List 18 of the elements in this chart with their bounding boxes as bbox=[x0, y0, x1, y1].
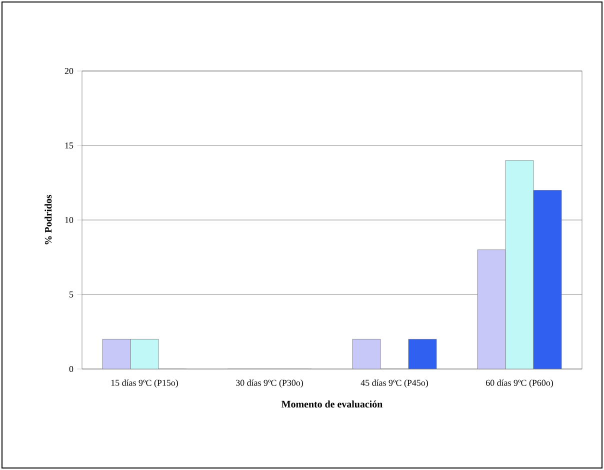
y-tick-label: 20 bbox=[64, 68, 74, 74]
bar bbox=[352, 339, 381, 369]
x-tick-label: 45 días 9ºC (P45o) bbox=[360, 380, 428, 388]
bar bbox=[408, 339, 437, 369]
y-tick-label: 5 bbox=[70, 292, 74, 298]
y-tick-label: 15 bbox=[65, 142, 74, 149]
bar bbox=[505, 160, 534, 369]
x-tick-label: 30 días 9ºC (P30o) bbox=[236, 380, 303, 388]
y-tick-label: 10 bbox=[65, 216, 74, 224]
bar bbox=[130, 339, 158, 369]
x-axis-title: Momento de evaluación bbox=[282, 400, 382, 408]
bar bbox=[102, 339, 130, 369]
bar bbox=[533, 190, 562, 369]
x-tick-label: 15 días 9ºC (P15o) bbox=[111, 380, 178, 388]
y-tick-label: 0 bbox=[69, 366, 74, 372]
y-axis-title: % Podridos bbox=[44, 194, 52, 244]
x-tick-label: 60 días 9ºC (P60o) bbox=[486, 380, 553, 388]
bar bbox=[477, 250, 506, 369]
